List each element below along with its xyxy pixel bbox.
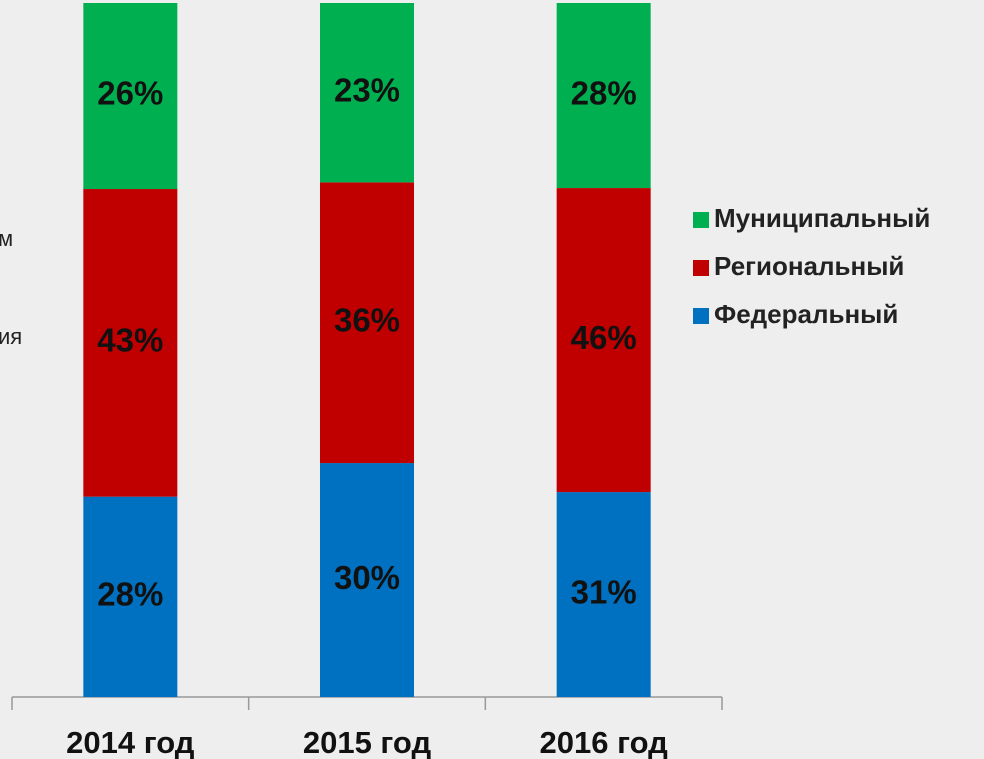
data-label: 28% [571, 74, 637, 111]
legend-label: Региональный [714, 251, 904, 281]
bar-segment [556, 492, 651, 697]
bar-segment [556, 188, 651, 493]
legend-swatch [693, 308, 709, 324]
x-tick-label: 2016 год [540, 725, 669, 759]
data-label: 26% [97, 75, 163, 112]
data-label: 46% [571, 319, 637, 356]
bar-segment [320, 3, 414, 183]
data-label: 23% [334, 71, 400, 108]
annotation: ия [0, 324, 22, 349]
annotation: м [0, 226, 13, 251]
data-label: 31% [571, 573, 637, 610]
data-label: 36% [334, 301, 400, 338]
bar-segment [320, 463, 414, 697]
bar-segment [320, 182, 414, 464]
bar-segment [83, 3, 178, 190]
data-label: 43% [97, 322, 163, 359]
legend-label: Муниципальный [714, 203, 930, 233]
legend-swatch [693, 260, 709, 276]
data-label: 30% [334, 559, 400, 596]
legend-swatch [693, 212, 709, 228]
x-tick-label: 2015 год [303, 725, 432, 759]
bar-segment [83, 189, 178, 497]
x-tick-label: 2014 год [66, 725, 195, 759]
data-label: 28% [97, 576, 163, 613]
bar-segment [556, 3, 651, 189]
legend-label: Федеральный [714, 299, 898, 329]
bar-segment [83, 496, 178, 697]
